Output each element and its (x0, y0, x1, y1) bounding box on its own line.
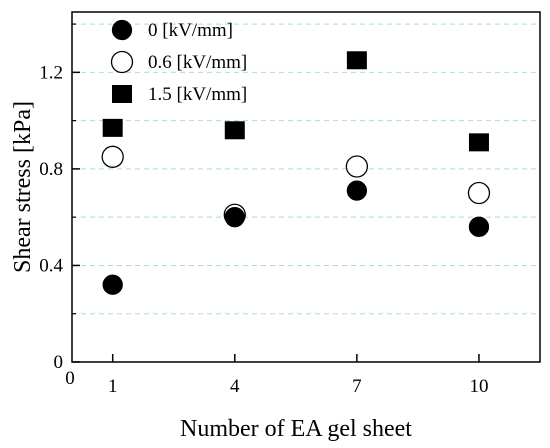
data-point (224, 121, 245, 140)
legend-label: 1.5 [kV/mm] (148, 84, 247, 105)
data-point (467, 181, 491, 205)
y-tick-label: 0.4 (39, 255, 63, 276)
legend-marker (110, 50, 134, 74)
x-tick-label: 7 (352, 376, 362, 397)
y-tick-label: 1.2 (39, 62, 63, 83)
x-axis-title: Number of EA gel sheet (180, 416, 412, 442)
x-origin-label: 0 (65, 368, 75, 389)
y-axis-title: Shear stress [kPa] (10, 101, 36, 273)
data-markers (101, 51, 491, 295)
grid-lines (72, 23, 540, 315)
axis-ticks: 0 0.4 0.8 1.2 1 4 7 10 (39, 23, 488, 397)
x-tick-label: 4 (230, 376, 240, 397)
plot-frame (71, 11, 541, 363)
y-tick-label: 0.8 (39, 159, 63, 180)
data-point (468, 216, 490, 237)
data-point (224, 207, 245, 228)
legend-marker (111, 19, 133, 41)
legend-marker (112, 85, 132, 103)
x-tick-label: 10 (469, 376, 488, 397)
y-tick-label: 0 (54, 352, 64, 373)
legend-label: 0 [kV/mm] (148, 20, 233, 41)
data-point (102, 274, 123, 295)
data-point (346, 180, 368, 201)
x-tick-label: 1 (108, 376, 118, 397)
data-point (346, 51, 367, 70)
legend: 0 [kV/mm] 0.6 [kV/mm] 1.5 [kV/mm] (110, 19, 247, 105)
data-point (101, 145, 124, 168)
data-point (345, 155, 369, 178)
data-point (102, 118, 123, 137)
data-point (468, 133, 489, 152)
legend-label: 0.6 [kV/mm] (148, 52, 247, 73)
